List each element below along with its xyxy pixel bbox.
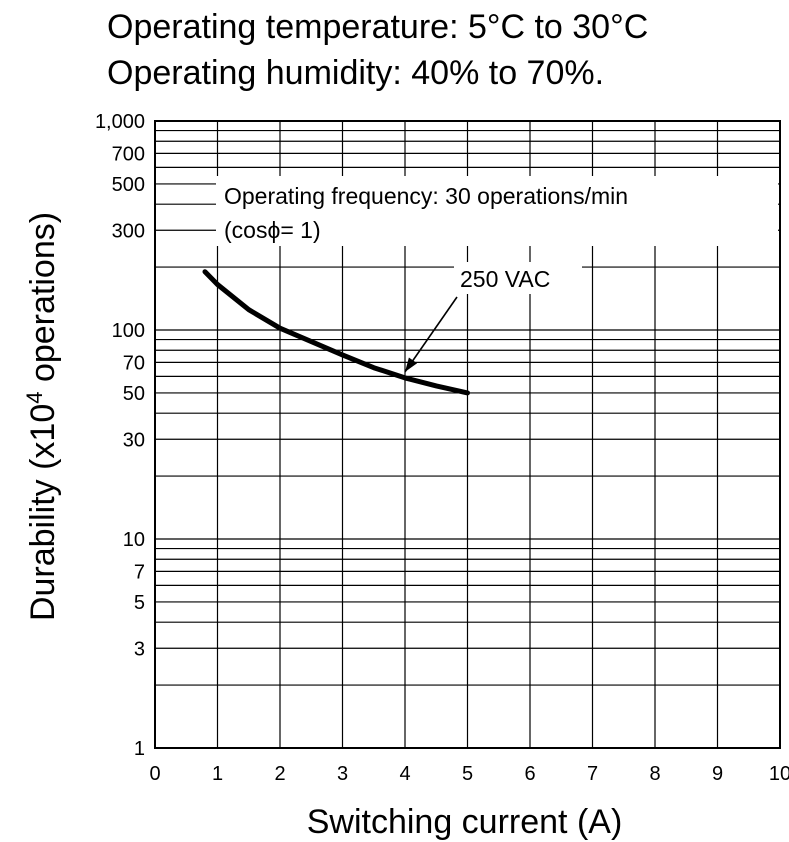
x-tick-label: 7 bbox=[587, 763, 598, 785]
x-tick-label: 2 bbox=[274, 763, 285, 785]
y-tick-label: 30 bbox=[123, 429, 145, 451]
x-tick-label: 9 bbox=[712, 763, 723, 785]
plot-border bbox=[154, 120, 781, 749]
y-tick-label: 1,000 bbox=[95, 111, 145, 133]
plot-frame bbox=[154, 120, 781, 749]
y-tick-label: 300 bbox=[112, 220, 145, 242]
x-tick-label: 4 bbox=[399, 763, 410, 785]
y-tick-label: 500 bbox=[112, 174, 145, 196]
series-layer bbox=[202, 269, 470, 396]
operating-frequency-note: Operating frequency: 30 operations/min bbox=[224, 183, 628, 209]
annotation-background bbox=[216, 176, 778, 246]
x-tick-label: 10 bbox=[769, 763, 789, 785]
y-tick-label: 7 bbox=[134, 561, 145, 583]
x-tick-label: 1 bbox=[212, 763, 223, 785]
x-tick-label: 8 bbox=[649, 763, 660, 785]
series-line-250vac bbox=[202, 269, 470, 396]
y-tick-label: 700 bbox=[112, 143, 145, 165]
y-tick-label: 10 bbox=[123, 529, 145, 551]
cos-phi-note: (cosϕ= 1) bbox=[224, 217, 321, 243]
series-label-background bbox=[454, 262, 582, 294]
series-label-arrowhead bbox=[405, 357, 418, 372]
operating-temperature-note: Operating temperature: 5°C to 30°C bbox=[107, 8, 649, 46]
x-axis-title: Switching current (A) bbox=[307, 803, 623, 841]
y-tick-label: 50 bbox=[123, 383, 145, 405]
operating-humidity-note: Operating humidity: 40% to 70%. bbox=[107, 54, 605, 92]
y-tick-label: 3 bbox=[134, 638, 145, 660]
y-tick-label: 5 bbox=[134, 592, 145, 614]
x-tick-label: 6 bbox=[524, 763, 535, 785]
series-label-arrow bbox=[404, 296, 458, 373]
y-tick-labels: 1 3 5 7 10 30 50 70 100 300 500 700 1,000 bbox=[95, 111, 145, 760]
y-axis-title: Durability (x104 operations) bbox=[22, 212, 62, 621]
y-tick-label: 1 bbox=[134, 738, 145, 760]
x-tick-label: 5 bbox=[462, 763, 473, 785]
x-tick-label: 0 bbox=[149, 763, 160, 785]
x-tick-label: 3 bbox=[337, 763, 348, 785]
y-tick-label: 70 bbox=[123, 352, 145, 374]
y-tick-label: 100 bbox=[112, 320, 145, 342]
x-tick-labels: 0 1 2 3 4 5 6 7 8 9 10 bbox=[149, 763, 789, 785]
series-label-250vac: 250 VAC bbox=[460, 266, 550, 292]
